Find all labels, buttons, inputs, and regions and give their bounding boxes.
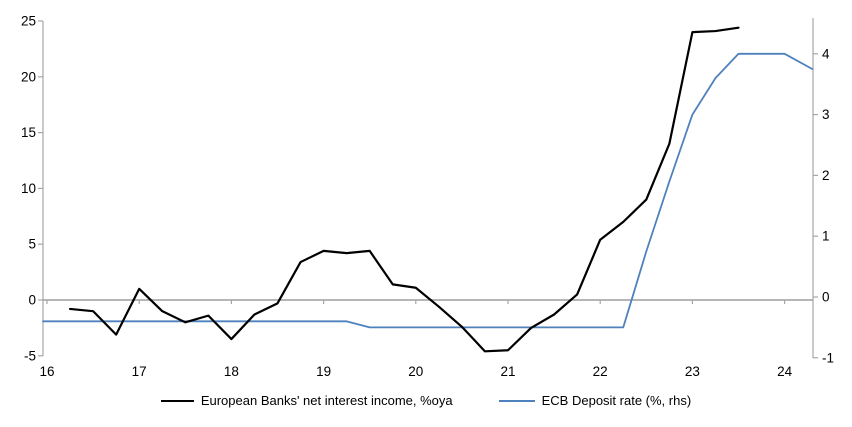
legend-label-nii: European Banks' net interest income, %oy…: [200, 393, 453, 408]
nii-line-swatch: [160, 399, 194, 402]
legend-item-nii: European Banks' net interest income, %oy…: [160, 393, 453, 408]
left-y-axis-tick-label: 10: [21, 181, 36, 196]
left-y-axis-tick-label: 15: [21, 125, 36, 140]
x-axis-tick-label: 18: [224, 364, 239, 379]
right-y-axis-tick-label: 1: [822, 229, 830, 244]
left-y-axis-tick-label: 25: [21, 14, 36, 29]
x-axis-tick-label: 22: [593, 364, 608, 379]
x-axis-tick-label: 16: [39, 364, 54, 379]
x-axis-tick-label: 24: [777, 364, 793, 379]
right-y-axis-tick-label: 2: [822, 168, 830, 183]
legend-item-ecb: ECB Deposit rate (%, rhs): [498, 393, 692, 408]
x-axis-tick-label: 23: [685, 364, 700, 379]
right-y-axis-tick-label: 4: [822, 46, 830, 61]
nii-series-line: [68, 26, 740, 353]
x-axis-tick-label: 17: [132, 364, 147, 379]
right-y-axis-tick-label: 3: [822, 107, 830, 122]
chart-legend: European Banks' net interest income, %oy…: [0, 393, 852, 408]
ecb-deposit-rate-series-line: [42, 52, 814, 329]
x-axis-tick-label: 21: [500, 364, 515, 379]
left-y-axis-tick-label: 5: [28, 237, 36, 252]
x-axis-tick-label: 20: [408, 364, 423, 379]
right-y-axis-tick-label: 0: [822, 290, 830, 305]
ecb-line-swatch: [498, 399, 535, 402]
left-y-axis-tick-label: 20: [21, 69, 36, 84]
right-y-axis-tick-label: -1: [822, 350, 834, 365]
left-y-axis-tick-label: -5: [24, 348, 36, 363]
x-axis-tick-label: 19: [316, 364, 331, 379]
left-y-axis-tick-label: 0: [28, 293, 36, 308]
legend-label-ecb: ECB Deposit rate (%, rhs): [541, 393, 692, 408]
